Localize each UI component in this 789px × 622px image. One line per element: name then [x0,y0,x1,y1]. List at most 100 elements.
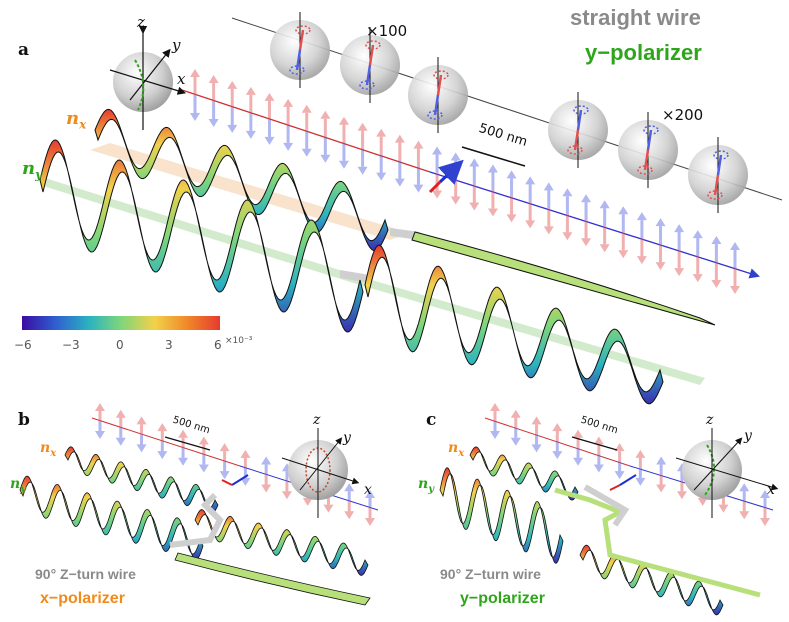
colorbar-tick-3: 3 [165,338,173,352]
spin-arrow-head [338,160,349,169]
spin-arrow-head [562,188,573,197]
spin-arrow-head [357,166,368,175]
spin-arrow-head [692,230,703,239]
spin-arrow-head [245,130,256,139]
spin-arrow-head [190,113,200,121]
spin-arrow-head [674,268,685,277]
b-junction-blue [231,474,249,486]
spin-arrow-head [599,200,610,209]
precession-cone-bottom [707,190,723,200]
spin-arrow-head [531,416,542,425]
spin-vector [646,129,653,151]
spin-arrow-head [301,104,312,113]
spin-arrow-head [711,280,722,289]
c-ny-wave [439,467,564,564]
spin-vector [295,49,302,71]
panel-a-mag-100: ×100 [366,22,408,40]
spin-arrow-head [697,497,708,506]
spin-arrow-head [208,74,219,83]
spin-arrow-head [302,497,313,506]
spin-arrow-head [656,484,667,493]
scale-bar-b [164,436,211,451]
spin-arrow-head [490,403,500,411]
spin-arrow-head [718,504,729,513]
spin-arrow-head [543,182,554,191]
panel-a [22,12,783,405]
spin-arrow-head [730,242,740,250]
spin-arrow-head [208,118,219,127]
spin-arrows-b [95,403,375,526]
colorbar-tick-2: 0 [116,338,124,352]
spin-arrow-head [760,490,770,498]
spin-arrow-head [136,444,147,453]
b-nx-wave-2 [194,509,369,576]
ny-wave-ribbon [39,139,364,333]
panel-c-title-line2: y−polarizer [460,590,545,607]
chain-b-red [91,417,241,467]
panel-b-title-line1: 90° Z−turn wire [35,566,136,582]
spin-arrow-head [581,194,592,203]
spin-arrow-head [599,244,610,253]
c-x-axis [675,457,779,491]
panel-b-axis-x: x [364,482,372,498]
spin-arrow-head [674,224,685,233]
chain-line-blue [429,171,760,279]
panel-a-axis-y: y [172,36,181,54]
c-y-axis [693,437,743,491]
spin-arrow-head [636,212,647,221]
panel-b-axis-z: z [313,412,321,428]
panel-a-axis-z: z [137,13,145,31]
spin-arrow-head [136,416,147,425]
panel-c-nx-label: nx [448,440,465,459]
wire-gap [390,228,420,240]
spin-arrow-head [320,154,331,163]
spin-vector [298,29,305,51]
spin-arrow-head [525,176,536,185]
spin-arrow-head [323,504,334,513]
spin-arrow-head [283,98,294,107]
spin-arrow-head [219,471,230,480]
spin-vector [433,94,440,116]
spin-arrow-head [614,471,625,480]
chain-c-red [484,417,631,467]
spin-arrow-head [281,491,292,500]
spin-arrow-head [178,429,189,438]
spin-arrow-head [320,110,331,119]
spin-arrow-head [344,483,355,492]
b-filtered-ribbon [174,552,371,606]
spin-arrow-head [593,464,604,473]
panel-a-ny-label: ny [22,158,43,182]
spin-arrow-head [95,403,105,411]
x-axis [109,69,187,95]
spin-arrow-head [190,69,200,77]
spin-arrow-head [552,451,563,460]
chain-line-red [181,89,431,173]
spin-arrow-head [655,218,666,227]
spin-arrow-head [676,491,687,500]
spin-vector [713,174,720,196]
precession-cone-bottom [427,110,443,120]
spin-arrow-head [261,484,272,493]
b-ny-wave [19,475,204,561]
spin-arrow-head [357,122,368,131]
spin-arrow-head [490,431,500,439]
spin-vector [573,129,580,151]
spin-arrow-head [264,136,275,145]
panel-b-axis-y: y [343,430,351,446]
spin-arrow-head [469,202,480,211]
nx-wave-ribbon [94,108,389,252]
colorbar-exponent: ×10⁻³ [225,336,253,346]
spin-vector [436,74,443,96]
spin-arrow-head [635,449,646,458]
spin-arrow-head [552,423,563,432]
spin-arrow-head [739,483,750,492]
spin-arrow-head [227,124,238,133]
spin-arrow-head [245,86,256,95]
spin-arrow-head [283,142,294,151]
spin-arrow-head [506,214,517,223]
c-zturn-wire [583,484,630,527]
spin-arrow-head [115,409,126,418]
spin-arrow-head [655,262,666,271]
spin-arrow-head [692,274,703,283]
